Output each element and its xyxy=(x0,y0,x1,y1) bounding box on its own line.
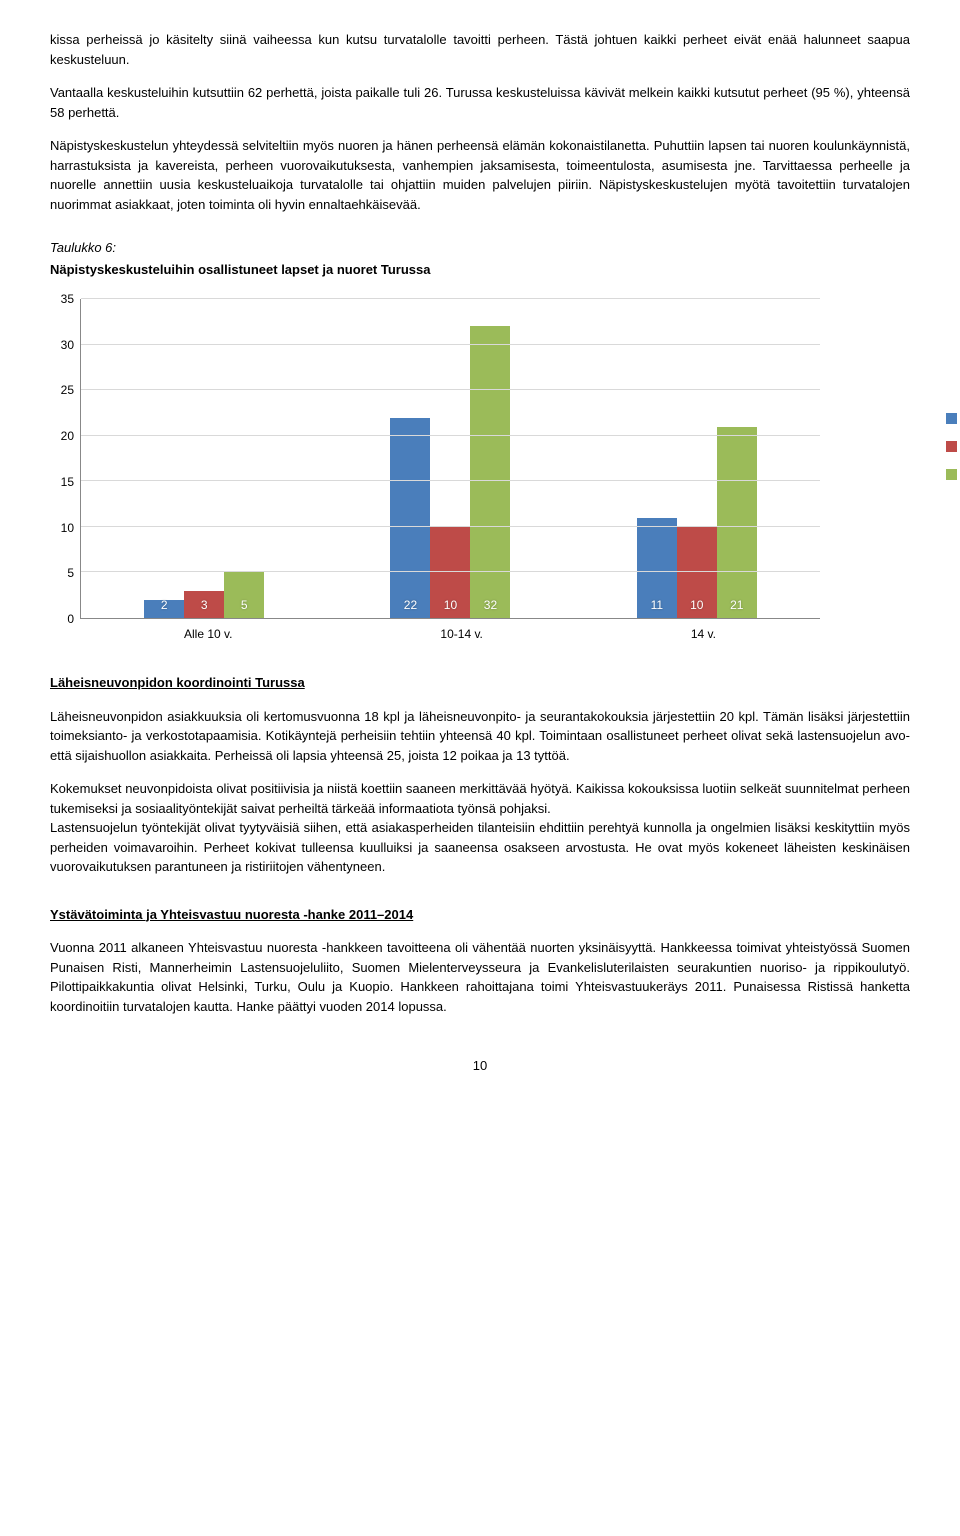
paragraph: Kokemukset neuvonpidoista olivat positii… xyxy=(50,779,910,818)
bar-value-label: 2 xyxy=(161,596,168,614)
y-tick-label: 25 xyxy=(61,381,74,399)
paragraph: kissa perheissä jo käsitelty siinä vaihe… xyxy=(50,30,910,69)
grid-line xyxy=(81,389,820,390)
legend-item: Yht. xyxy=(946,465,960,483)
bar-value-label: 5 xyxy=(241,596,248,614)
bar-group: 235 xyxy=(144,299,264,618)
bar-value-label: 10 xyxy=(690,596,703,614)
bar: 22 xyxy=(390,418,430,619)
y-tick-label: 35 xyxy=(61,290,74,308)
grid-line xyxy=(81,344,820,345)
paragraph: Näpistyskeskustelun yhteydessä selvitelt… xyxy=(50,136,910,214)
bar-value-label: 32 xyxy=(484,596,497,614)
y-tick-label: 30 xyxy=(61,336,74,354)
y-tick-label: 5 xyxy=(67,564,74,582)
bar: 11 xyxy=(637,518,677,618)
chart-legend: Pojat Tytöt Yht. xyxy=(946,409,960,493)
x-tick-label: 14 v. xyxy=(691,625,716,643)
bar: 32 xyxy=(470,326,510,618)
legend-swatch xyxy=(946,469,957,480)
bar-value-label: 11 xyxy=(651,596,663,614)
bar: 2 xyxy=(144,600,184,618)
bar-value-label: 22 xyxy=(404,596,417,614)
section-heading: Läheisneuvonpidon koordinointi Turussa xyxy=(50,673,910,693)
legend-swatch xyxy=(946,441,957,452)
table-title: Näpistyskeskusteluihin osallistuneet lap… xyxy=(50,260,910,280)
bar-group: 11 10 21 xyxy=(637,299,757,618)
bar-value-label: 3 xyxy=(201,596,208,614)
grid-line xyxy=(81,298,820,299)
paragraph: Lastensuojelun työntekijät olivat tyytyv… xyxy=(50,818,910,877)
grid-line xyxy=(81,480,820,481)
grid-line xyxy=(81,571,820,572)
bar-group: 22 10 32 xyxy=(390,299,510,618)
bar-value-label: 10 xyxy=(444,596,457,614)
bar: 3 xyxy=(184,591,224,618)
y-tick-label: 20 xyxy=(61,427,74,445)
page-number: 10 xyxy=(50,1056,910,1076)
bar: 21 xyxy=(717,427,757,618)
table-label: Taulukko 6: xyxy=(50,238,910,258)
bar: 5 xyxy=(224,572,264,618)
y-axis: 05101520253035 xyxy=(50,299,80,619)
section-heading: Ystävätoiminta ja Yhteisvastuu nuoresta … xyxy=(50,905,910,925)
y-tick-label: 10 xyxy=(61,519,74,537)
paragraph: Läheisneuvonpidon asiakkuuksia oli kerto… xyxy=(50,707,910,766)
grid-line xyxy=(81,435,820,436)
plot-area: 235221032111021 xyxy=(80,299,820,619)
x-axis-labels: Alle 10 v. 10-14 v. 14 v. xyxy=(80,625,820,643)
legend-item: Tytöt xyxy=(946,437,960,455)
y-tick-label: 15 xyxy=(61,473,74,491)
y-tick-label: 0 xyxy=(67,610,74,628)
x-tick-label: Alle 10 v. xyxy=(184,625,232,643)
grid-line xyxy=(81,526,820,527)
x-tick-label: 10-14 v. xyxy=(440,625,482,643)
paragraph: Vantaalla keskusteluihin kutsuttiin 62 p… xyxy=(50,83,910,122)
legend-item: Pojat xyxy=(946,409,960,427)
legend-swatch xyxy=(946,413,957,424)
bar-value-label: 21 xyxy=(730,596,743,614)
paragraph: Vuonna 2011 alkaneen Yhteisvastuu nuores… xyxy=(50,938,910,1016)
bar-chart: 05101520253035 235221032111021 Alle 10 v… xyxy=(50,299,910,643)
